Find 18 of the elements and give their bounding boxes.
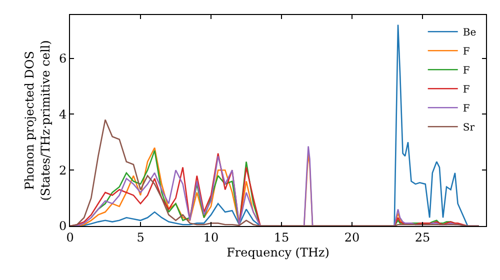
y-tick-label: 2 bbox=[58, 163, 67, 178]
legend-label: F bbox=[462, 46, 470, 58]
legend-label: Sr bbox=[462, 122, 475, 134]
y-tick-label: 4 bbox=[58, 107, 67, 122]
legend-label: F bbox=[462, 84, 470, 96]
x-tick-label: 5 bbox=[136, 230, 144, 244]
y-tick-label: 0 bbox=[58, 219, 67, 234]
line-series bbox=[70, 119, 480, 226]
x-tick-label: 10 bbox=[203, 230, 219, 244]
legend-label: F bbox=[462, 66, 470, 77]
legend-label: F bbox=[462, 104, 470, 115]
legend-label: Be bbox=[462, 28, 476, 39]
x-axis-title: Frequency (THz) bbox=[226, 245, 330, 260]
y-tick-label: 6 bbox=[58, 52, 67, 66]
y-axis-title: Phonon projected DOS (States/THz·primitive cell) bbox=[22, 40, 52, 201]
x-tick-label: 25 bbox=[414, 230, 430, 244]
x-tick-label: 20 bbox=[344, 230, 360, 244]
x-tick-label: 15 bbox=[274, 230, 290, 244]
